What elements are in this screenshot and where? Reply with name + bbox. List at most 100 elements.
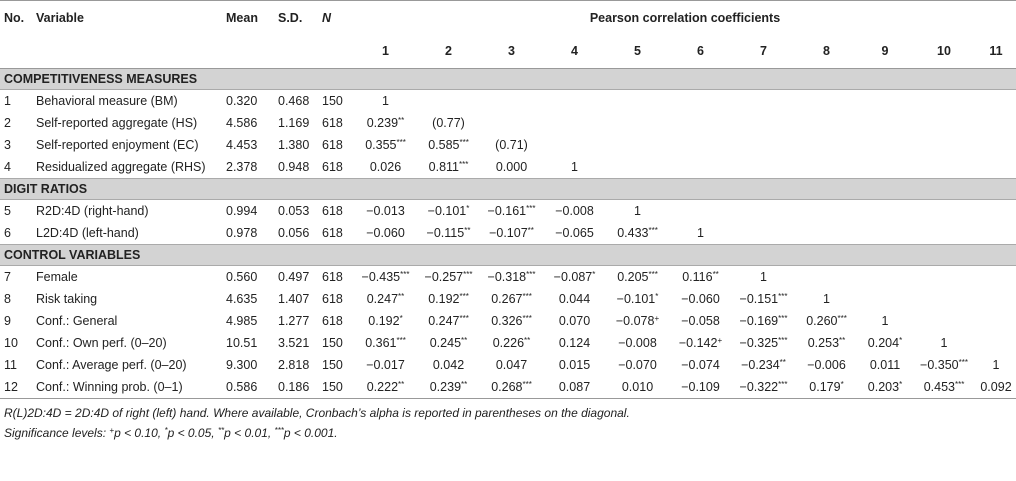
cell-sd: 0.468 bbox=[278, 94, 310, 108]
cell-n: 150 bbox=[322, 358, 343, 372]
cell-corr-4: −0.008 bbox=[555, 204, 594, 218]
cell-mean: 0.978 bbox=[226, 226, 258, 240]
cell-corr-3: (0.71) bbox=[495, 138, 528, 152]
cell-corr-11: 0.092 bbox=[976, 376, 1016, 399]
cell-corr-4 bbox=[543, 112, 606, 134]
table-row: 1 Behavioral measure (BM) 0.320 0.468 150 1 bbox=[0, 90, 1016, 113]
cell-corr-5: −0.070 bbox=[618, 358, 657, 372]
cell-corr-10 bbox=[912, 222, 976, 245]
cell-corr-2: −0.115** bbox=[426, 226, 471, 240]
cell-corr-1: −0.017 bbox=[366, 358, 405, 372]
cell-corr-4 bbox=[543, 134, 606, 156]
cell-corr-8 bbox=[795, 134, 858, 156]
cell-corr-1: 1 bbox=[382, 94, 389, 108]
cell-sd: 0.948 bbox=[278, 160, 310, 174]
cell-corr-9 bbox=[858, 134, 912, 156]
cell-corr-3 bbox=[480, 112, 543, 134]
cell-corr-4: 1 bbox=[571, 160, 578, 174]
cell-mean: 0.320 bbox=[226, 94, 258, 108]
cell-corr-9: 0.203* bbox=[858, 376, 912, 399]
cell-corr-11 bbox=[976, 332, 1016, 354]
cell-corr-2: 0.239** bbox=[417, 376, 480, 399]
cell-corr-5: −0.078+ bbox=[615, 314, 660, 328]
cell-corr-5: 0.433*** bbox=[617, 226, 658, 240]
cell-corr-10 bbox=[912, 112, 976, 134]
cell-corr-10 bbox=[912, 200, 976, 223]
cell-corr-6: −0.074 bbox=[681, 358, 720, 372]
cell-sd: 1.380 bbox=[278, 138, 310, 152]
cell-corr-7: −0.169*** bbox=[739, 314, 788, 328]
cell-corr-6 bbox=[669, 112, 732, 134]
cell-no: 12 bbox=[0, 376, 32, 399]
header-col-3: 3 bbox=[480, 34, 543, 69]
cell-corr-3: 0.047 bbox=[495, 358, 528, 372]
cell-corr-2: 0.245** bbox=[429, 336, 468, 350]
cell-corr-9 bbox=[858, 112, 912, 134]
cell-corr-6: −0.109 bbox=[669, 376, 732, 399]
cell-corr-4: −0.087* bbox=[553, 270, 596, 284]
cell-corr-11 bbox=[976, 134, 1016, 156]
cell-sd: 1.277 bbox=[278, 314, 310, 328]
cell-mean: 10.51 bbox=[226, 336, 258, 350]
table-row: 4 Residualized aggregate (RHS) 2.378 0.948 6… bbox=[0, 156, 1016, 179]
cell-n: 150 bbox=[322, 94, 343, 108]
cell-corr-1: −0.013 bbox=[366, 204, 405, 218]
cell-corr-8 bbox=[795, 200, 858, 223]
cell-corr-8: 0.253** bbox=[807, 336, 846, 350]
cell-corr-9 bbox=[858, 288, 912, 310]
cell-corr-1: 0.355*** bbox=[365, 138, 406, 152]
cell-corr-6 bbox=[669, 200, 732, 223]
header-col-11: 11 bbox=[976, 34, 1016, 69]
header-n: N bbox=[322, 10, 332, 25]
cell-corr-7: −0.234** bbox=[741, 358, 786, 372]
header-sd: S.D. bbox=[278, 10, 303, 25]
cell-corr-11 bbox=[976, 90, 1016, 113]
cell-corr-5: −0.101* bbox=[616, 292, 659, 306]
cell-corr-9: 1 bbox=[881, 314, 889, 328]
cell-corr-11 bbox=[976, 288, 1016, 310]
cell-corr-8 bbox=[795, 266, 858, 289]
cell-corr-4: 0.015 bbox=[558, 358, 591, 372]
table-note-significance: Significance levels: +p < 0.10, *p < 0.0… bbox=[4, 426, 338, 440]
header-no: No. bbox=[4, 10, 25, 25]
cell-n: 618 bbox=[322, 226, 343, 240]
column-number-row: 1 2 3 4 5 6 7 8 9 10 11 bbox=[0, 34, 1016, 69]
cell-corr-2: 0.247*** bbox=[428, 314, 469, 328]
cell-corr-5 bbox=[606, 134, 669, 156]
cell-corr-11 bbox=[976, 156, 1016, 179]
cell-corr-8: 1 bbox=[823, 292, 830, 306]
header-col-6: 6 bbox=[669, 34, 732, 69]
header-col-7: 7 bbox=[732, 34, 795, 69]
table-row: 2 Self-reported aggregate (HS) 4.586 1.169 6… bbox=[0, 112, 1016, 134]
cell-no: 3 bbox=[4, 138, 11, 152]
cell-n: 618 bbox=[322, 292, 343, 306]
cell-corr-1: −0.435*** bbox=[361, 270, 410, 284]
cell-corr-3: 0.226** bbox=[492, 336, 531, 350]
cell-corr-6: −0.142+ bbox=[678, 336, 723, 350]
cell-corr-6: −0.060 bbox=[681, 292, 720, 306]
cell-mean: 2.378 bbox=[226, 160, 258, 174]
cell-variable: Risk taking bbox=[36, 292, 98, 306]
cell-corr-11 bbox=[976, 310, 1016, 332]
cell-corr-7 bbox=[732, 222, 795, 245]
cell-n: 150 bbox=[322, 336, 343, 350]
cell-sd: 2.818 bbox=[278, 358, 310, 372]
cell-corr-1: 0.361*** bbox=[365, 336, 406, 350]
cell-no: 7 bbox=[4, 270, 11, 284]
table-row: 3 Self-reported enjoyment (EC) 4.453 1.380 6… bbox=[0, 134, 1016, 156]
cell-no: 2 bbox=[4, 116, 11, 130]
header-col-1: 1 bbox=[354, 34, 417, 69]
table-row: 6 L2D:4D (left-hand) 0.978 0.056 618 −0.060 −0… bbox=[0, 222, 1016, 245]
table-row: 5 R2D:4D (right-hand) 0.994 0.053 618 −0.013 −… bbox=[0, 200, 1016, 223]
cell-sd: 0.053 bbox=[278, 204, 310, 218]
cell-corr-3: 0.267*** bbox=[491, 292, 532, 306]
table-row: 11 Conf.: Average perf. (0–20) 9.300 2.818 1… bbox=[0, 354, 1016, 376]
cell-corr-8: 0.179* bbox=[795, 376, 858, 399]
section-header: COMPETITIVENESS MEASURES bbox=[0, 68, 1016, 90]
cell-corr-6 bbox=[669, 156, 732, 179]
cell-no: 9 bbox=[4, 314, 11, 328]
cell-corr-8 bbox=[795, 222, 858, 245]
table-row: 12 Conf.: Winning prob. (0–1) 0.586 0.186 15… bbox=[0, 376, 1016, 399]
section-title: COMPETITIVENESS MEASURES bbox=[0, 68, 1016, 90]
header-col-2: 2 bbox=[417, 34, 480, 69]
